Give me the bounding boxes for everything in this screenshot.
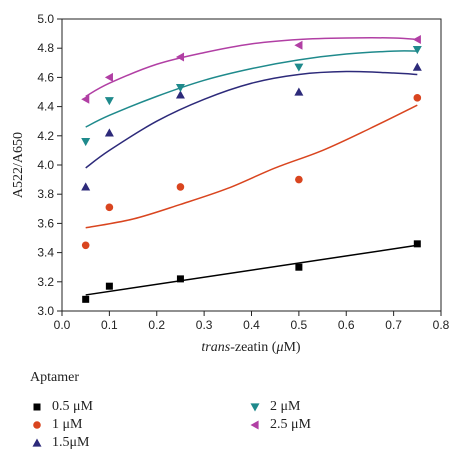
fit-line-series-2 [85, 104, 418, 229]
data-point-series-3 [104, 128, 114, 137]
legend: Aptamer 0.5 μM 1 μM 1.5μM 2 μM 2.5 μM [30, 370, 460, 465]
legend-item: 2 μM [248, 398, 300, 416]
legend-marker [33, 421, 41, 429]
plot-frame [61, 18, 442, 312]
y-tick-label: 3.8 [37, 187, 54, 201]
x-tick-label: 0.7 [385, 318, 402, 332]
data-point-series-3 [81, 182, 91, 191]
data-point-series-1 [82, 295, 90, 303]
y-tick-label: 4.8 [37, 41, 54, 55]
chart: 0.0 0.1 0.2 0.3 0.4 0.5 0.6 0.7 0.8 3.0 3.2 3.4 3.6… [11, 12, 450, 355]
data-point-series-1 [176, 275, 184, 283]
y-tick-label: 4.6 [37, 70, 54, 84]
x-axis-label-rest: -zeatin ( [230, 340, 277, 355]
legend-marker [250, 420, 259, 430]
data-point-series-1 [105, 282, 113, 290]
data-point-series-1 [413, 240, 421, 248]
x-tick-label: 0.6 [338, 318, 355, 332]
data-point-series-4 [81, 138, 91, 147]
x-tick-label: 0.3 [196, 318, 213, 332]
fit-line-series-5 [85, 37, 418, 98]
data-point-series-5 [294, 40, 303, 50]
legend-label: 2.5 μM [270, 417, 311, 432]
x-tick-label: 0.4 [243, 318, 260, 332]
data-point-series-5 [104, 72, 113, 82]
data-point-series-2 [176, 183, 185, 191]
x-axis-label-italic: trans [201, 340, 230, 355]
legend-marker-shape [250, 403, 260, 412]
legend-item: 1 μM [30, 416, 82, 434]
data-point-series-4 [104, 97, 114, 106]
y-tick-label: 3.2 [37, 275, 54, 289]
x-axis-label: trans-zeatin (μM) [201, 340, 301, 355]
fit-line-series-1 [85, 244, 418, 296]
data-point-series-3 [175, 90, 185, 99]
data-point-series-5 [175, 52, 185, 62]
data-point-series-4 [294, 63, 304, 72]
x-tick-label: 0.2 [148, 318, 165, 332]
y-tick-label: 3.0 [37, 304, 54, 318]
legend-marker-shape [32, 438, 42, 447]
y-tick-label: 4.4 [37, 100, 54, 114]
legend-marker-shape [33, 403, 41, 411]
legend-item: 0.5 μM [30, 398, 93, 416]
data-point-series-3 [294, 87, 304, 96]
legend-marker-shape [33, 421, 41, 429]
y-axis-ticks: 3.0 3.2 3.4 3.6 3.8 4.0 4.2 4.4 4.6 4.8 5.0 [37, 12, 62, 318]
fit-line-series-4 [85, 50, 418, 128]
legend-label: 1.5μM [52, 435, 90, 450]
legend-label: 0.5 μM [52, 399, 93, 414]
y-axis-label: A522/A650 [11, 132, 26, 198]
data-point-series-5 [412, 34, 421, 44]
fit-line-series-3 [85, 70, 418, 169]
fit-lines [85, 37, 418, 296]
data-point-series-2 [105, 203, 114, 212]
data-point-series-1 [295, 263, 303, 271]
legend-item: 2.5 μM [248, 416, 311, 434]
legend-label: 1 μM [52, 417, 83, 432]
y-tick-label: 5.0 [37, 12, 54, 26]
data-point-series-2 [81, 241, 90, 250]
y-tick-label: 3.6 [37, 216, 54, 230]
x-tick-label: 0.8 [433, 318, 450, 332]
data-point-series-2 [295, 175, 303, 184]
x-axis-label-end: M) [283, 340, 300, 355]
y-tick-label: 4.0 [37, 158, 54, 172]
legend-marker-shape [250, 420, 259, 430]
legend-label: 2 μM [270, 399, 301, 414]
legend-marker [250, 403, 260, 412]
legend-title: Aptamer [30, 370, 79, 385]
y-tick-label: 3.4 [37, 246, 54, 260]
data-point-series-3 [412, 62, 422, 71]
x-tick-label: 0.5 [291, 318, 308, 332]
x-tick-label: 0.0 [54, 318, 71, 332]
x-tick-label: 0.1 [101, 318, 118, 332]
data-point-series-5 [81, 94, 90, 104]
data-point-series-4 [175, 84, 185, 93]
legend-marker [33, 403, 41, 411]
legend-item: 1.5μM [30, 434, 89, 452]
legend-marker [32, 438, 42, 447]
data-points [81, 34, 422, 303]
x-axis-label-mu: μ [275, 340, 283, 355]
data-point-series-4 [412, 46, 422, 55]
y-tick-label: 4.2 [37, 129, 54, 143]
x-axis-ticks: 0.0 0.1 0.2 0.3 0.4 0.5 0.6 0.7 0.8 [54, 311, 450, 332]
data-point-series-2 [413, 94, 422, 102]
